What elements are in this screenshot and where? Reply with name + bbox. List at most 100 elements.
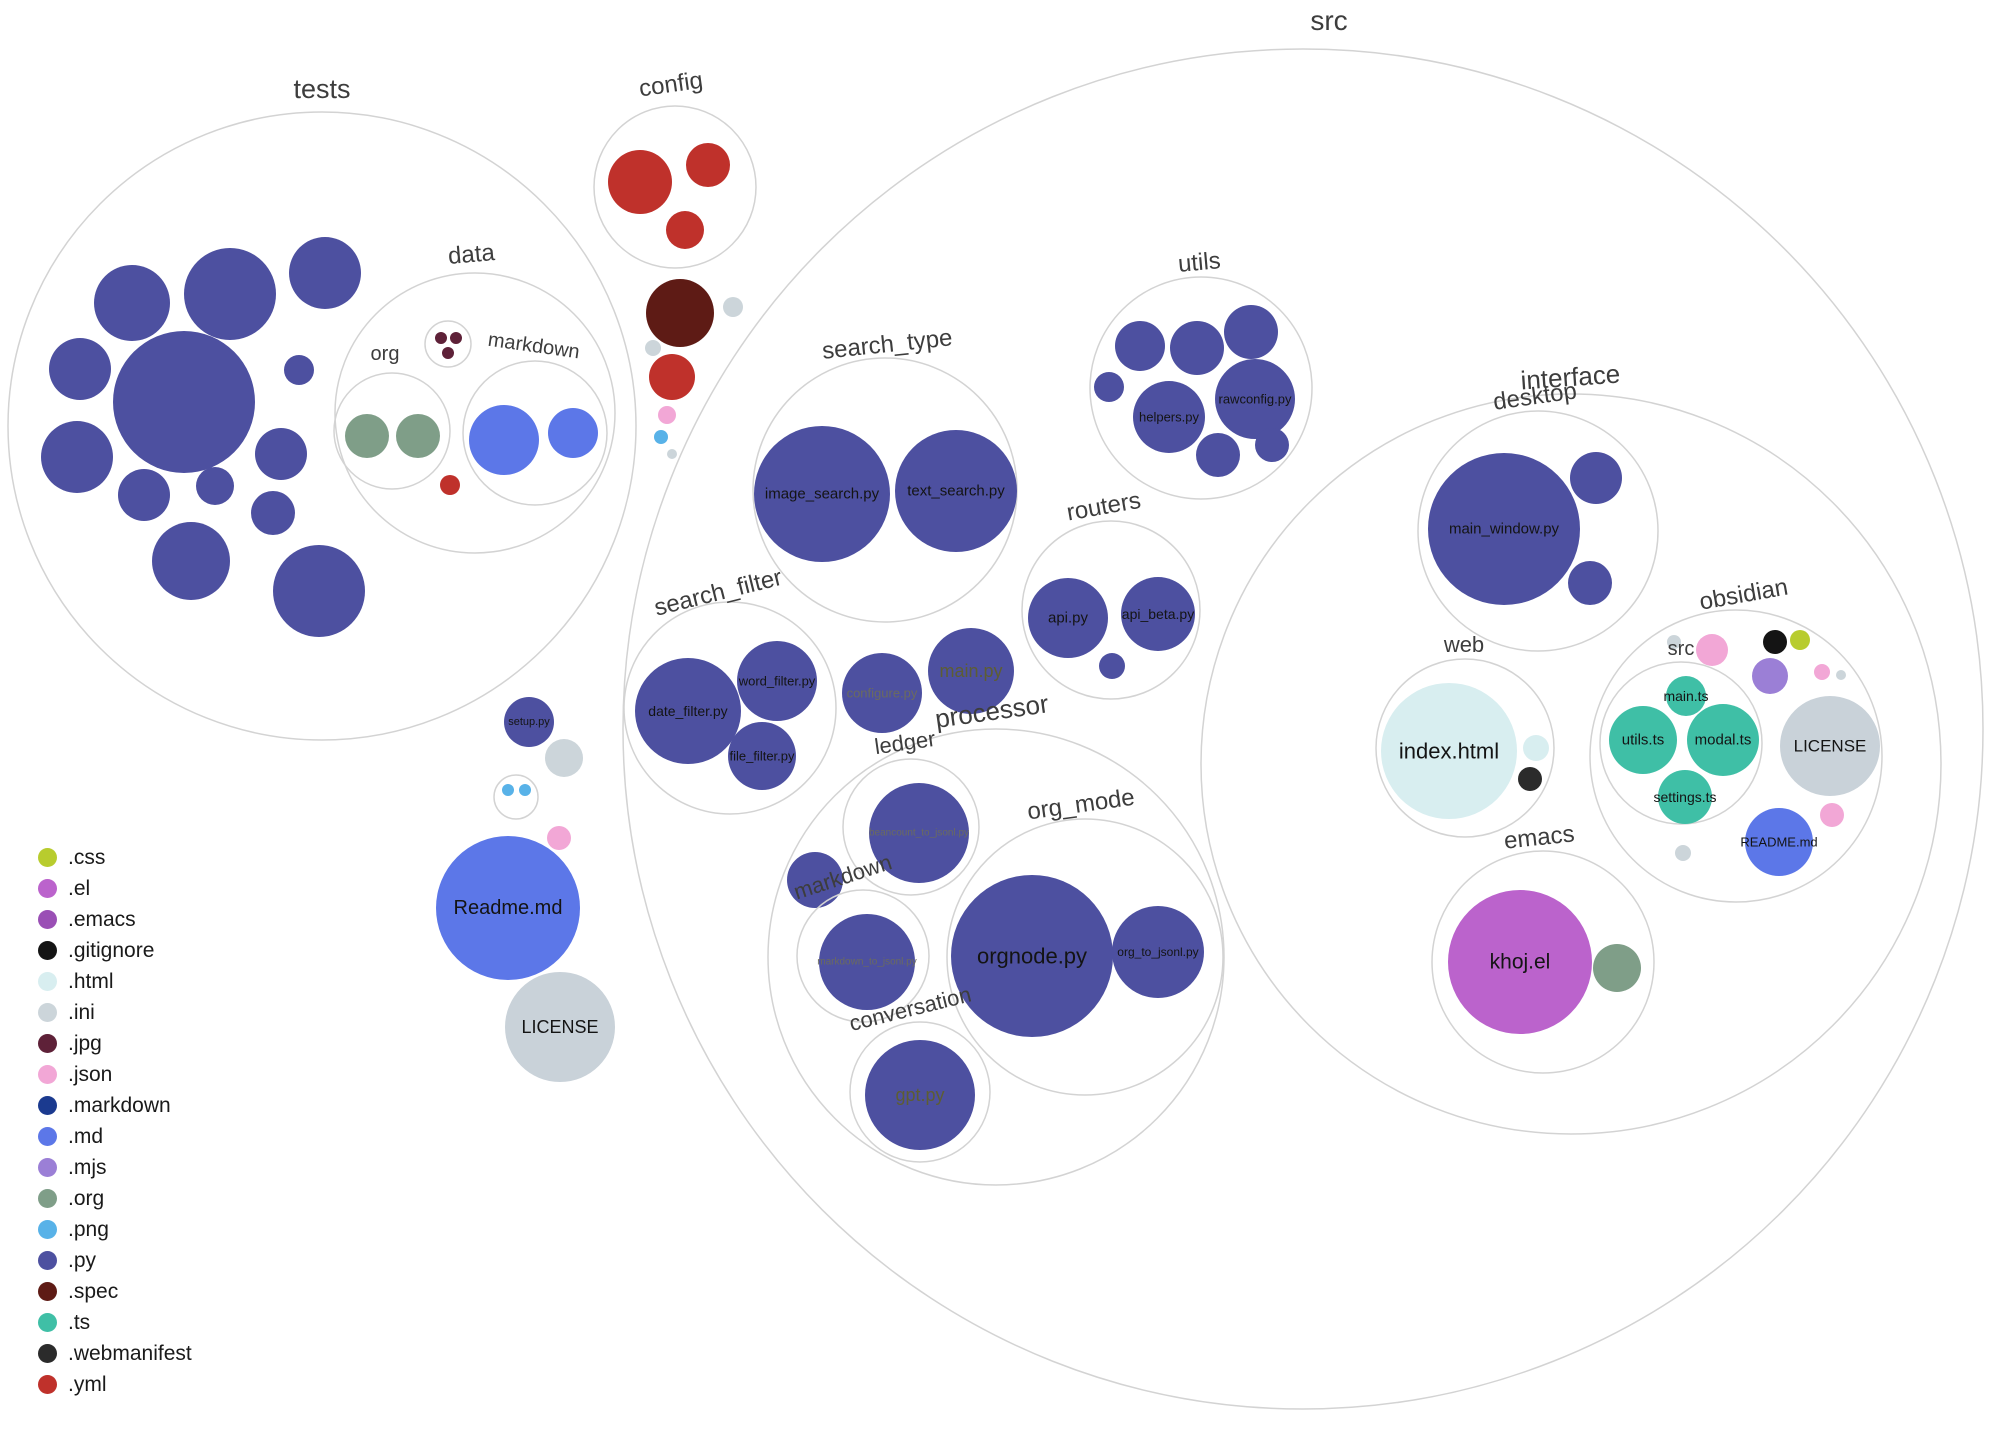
png-file-circle[interactable] <box>502 784 514 796</box>
markdown-to-jsonl-py-circle[interactable] <box>819 914 915 1010</box>
webmanifest-file-circle[interactable] <box>1518 767 1542 791</box>
org-file-circle[interactable] <box>345 414 389 458</box>
html-file-circle[interactable] <box>1523 735 1549 761</box>
spec-file-circle[interactable] <box>646 279 714 347</box>
khoj-el-circle[interactable] <box>1448 890 1592 1034</box>
py-file-circle[interactable] <box>113 331 255 473</box>
src-folder-circle[interactable] <box>622 48 1984 1410</box>
py-file-circle[interactable] <box>94 265 170 341</box>
ini-file-circle[interactable] <box>1675 845 1691 861</box>
word-filter-py-circle[interactable] <box>737 641 817 721</box>
py-file-circle[interactable] <box>1568 561 1612 605</box>
jpg-file-circle[interactable] <box>435 332 447 344</box>
gpt-py-circle[interactable] <box>865 1040 975 1150</box>
py-file-circle[interactable] <box>251 491 295 535</box>
tests-folder-circle[interactable] <box>7 111 637 741</box>
ini-file-circle[interactable] <box>1836 670 1846 680</box>
index-html-circle[interactable] <box>1381 683 1517 819</box>
css-file-circle[interactable] <box>1790 630 1810 650</box>
py-file-circle[interactable] <box>196 467 234 505</box>
emacs-folder-circle[interactable] <box>1431 850 1655 1074</box>
ledger-folder-circle[interactable] <box>842 758 980 896</box>
markdown-proc-folder-circle[interactable] <box>796 889 930 1023</box>
json-file-circle[interactable] <box>1820 803 1844 827</box>
file-filter-py-circle[interactable] <box>728 722 796 790</box>
json-file-circle[interactable] <box>1696 634 1728 666</box>
py-file-circle[interactable] <box>41 421 113 493</box>
ini-file-circle[interactable] <box>667 449 677 459</box>
jpg-folder-circle[interactable] <box>424 320 472 368</box>
orgnode-py-circle[interactable] <box>951 875 1113 1037</box>
api-beta-py-circle[interactable] <box>1121 577 1195 651</box>
beancount-to-jsonl-py-circle[interactable] <box>869 783 969 883</box>
py-file-circle[interactable] <box>49 338 111 400</box>
py-file-circle[interactable] <box>1170 321 1224 375</box>
py-file-circle[interactable] <box>273 545 365 637</box>
json-file-circle[interactable] <box>547 826 571 850</box>
utils-ts-circle[interactable] <box>1609 706 1677 774</box>
utils-folder-circle[interactable] <box>1089 276 1313 500</box>
settings-ts-circle[interactable] <box>1658 770 1712 824</box>
yml-file-circle[interactable] <box>649 354 695 400</box>
obsidian-readme-md-circle[interactable] <box>1745 808 1813 876</box>
search-filter-folder-circle[interactable] <box>623 601 837 815</box>
jpg-file-circle[interactable] <box>450 332 462 344</box>
yml-file-circle[interactable] <box>608 150 672 214</box>
main-py-circle[interactable] <box>928 628 1014 714</box>
data-folder-circle[interactable] <box>334 272 616 554</box>
interface-folder-circle[interactable] <box>1200 393 1942 1135</box>
png-folder-circle[interactable] <box>493 774 539 820</box>
py-file-circle[interactable] <box>118 469 170 521</box>
org-file-circle[interactable] <box>1593 944 1641 992</box>
routers-folder-circle[interactable] <box>1021 520 1201 700</box>
yml-file-circle[interactable] <box>666 211 704 249</box>
main-window-py-circle[interactable] <box>1428 453 1580 605</box>
md-file-circle[interactable] <box>548 408 598 458</box>
image-search-py-circle[interactable] <box>754 426 890 562</box>
json-file-circle[interactable] <box>658 406 676 424</box>
obsidian-license-circle[interactable] <box>1780 696 1880 796</box>
markdown-folder-circle[interactable] <box>462 360 608 506</box>
py-file-circle[interactable] <box>787 852 843 908</box>
date-filter-py-circle[interactable] <box>635 658 741 764</box>
ini-file-circle[interactable] <box>645 340 661 356</box>
py-file-circle[interactable] <box>1570 452 1622 504</box>
py-file-circle[interactable] <box>1099 653 1125 679</box>
yml-file-circle[interactable] <box>686 143 730 187</box>
org-to-jsonl-py-circle[interactable] <box>1112 906 1204 998</box>
obsidian-src-folder-circle[interactable] <box>1599 661 1763 825</box>
py-file-circle[interactable] <box>284 355 314 385</box>
readme-md-circle[interactable] <box>436 836 580 980</box>
py-file-circle[interactable] <box>1115 321 1165 371</box>
py-file-circle[interactable] <box>1255 428 1289 462</box>
md-file-circle[interactable] <box>469 405 539 475</box>
org-file-circle[interactable] <box>396 414 440 458</box>
ini-file-circle[interactable] <box>1667 635 1681 649</box>
text-search-py-circle[interactable] <box>895 430 1017 552</box>
py-file-circle[interactable] <box>1196 433 1240 477</box>
search-type-folder-circle[interactable] <box>752 357 1018 623</box>
png-file-circle[interactable] <box>519 784 531 796</box>
py-file-circle[interactable] <box>289 237 361 309</box>
desktop-folder-circle[interactable] <box>1417 410 1659 652</box>
org-folder-circle[interactable] <box>333 372 451 490</box>
png-file-circle[interactable] <box>654 430 668 444</box>
obsidian-folder-circle[interactable] <box>1589 609 1883 903</box>
config-folder-circle[interactable] <box>593 105 757 269</box>
helpers-py-circle[interactable] <box>1133 381 1205 453</box>
license-file-circle[interactable] <box>505 972 615 1082</box>
py-file-circle[interactable] <box>184 248 276 340</box>
configure-py-circle[interactable] <box>842 653 922 733</box>
ini-file-circle[interactable] <box>723 297 743 317</box>
conversation-folder-circle[interactable] <box>849 1021 991 1163</box>
api-py-circle[interactable] <box>1028 578 1108 658</box>
setup-py-circle[interactable] <box>504 697 554 747</box>
jpg-file-circle[interactable] <box>442 347 454 359</box>
modal-ts-circle[interactable] <box>1687 704 1759 776</box>
py-file-circle[interactable] <box>1224 305 1278 359</box>
yml-file-circle[interactable] <box>440 475 460 495</box>
py-file-circle[interactable] <box>255 428 307 480</box>
ini-file-circle[interactable] <box>545 739 583 777</box>
org-mode-folder-circle[interactable] <box>946 818 1224 1096</box>
gitignore-file-circle[interactable] <box>1763 630 1787 654</box>
